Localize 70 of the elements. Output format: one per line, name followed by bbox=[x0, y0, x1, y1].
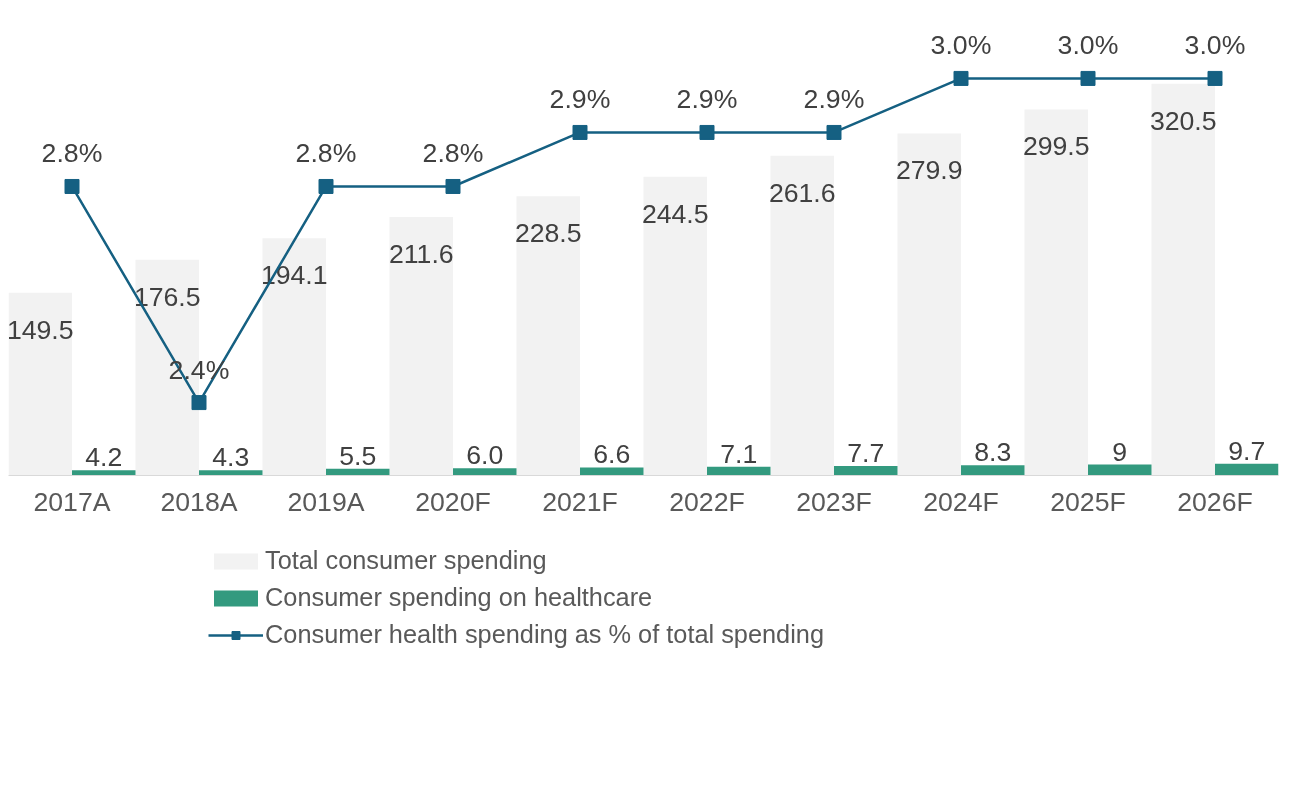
point bbox=[572, 124, 588, 140]
bar bbox=[1215, 463, 1279, 476]
bar bbox=[453, 468, 517, 476]
x-tick-label: 2019A bbox=[287, 486, 365, 517]
bar bbox=[262, 238, 326, 476]
legend-label: Total consumer spending bbox=[265, 546, 547, 575]
bar bbox=[580, 467, 644, 476]
bar bbox=[1151, 83, 1215, 476]
x-tick-label: 2025F bbox=[1050, 486, 1126, 517]
data-label: 7.1 bbox=[720, 438, 758, 469]
point bbox=[699, 124, 715, 140]
data-label: 2.8% bbox=[422, 138, 484, 169]
data-label: 3.0% bbox=[930, 30, 992, 61]
data-label: 261.6 bbox=[768, 177, 836, 208]
bar bbox=[199, 470, 263, 476]
x-tick-label: 2024F bbox=[923, 486, 999, 517]
point bbox=[191, 395, 207, 411]
data-label: 320.5 bbox=[1149, 105, 1217, 136]
data-label: 176.5 bbox=[133, 281, 201, 312]
data-label: 2.9% bbox=[676, 84, 738, 115]
data-label: 3.0% bbox=[1057, 30, 1119, 61]
data-label: 4.2 bbox=[85, 442, 123, 473]
x-tick-label: 2023F bbox=[796, 486, 872, 517]
data-label: 2.9% bbox=[549, 84, 611, 115]
data-label: 244.5 bbox=[641, 198, 709, 229]
bar bbox=[707, 466, 771, 476]
data-label: 279.9 bbox=[895, 155, 963, 186]
data-label: 4.3 bbox=[212, 442, 250, 473]
data-label: 8.3 bbox=[974, 437, 1012, 468]
point bbox=[445, 178, 461, 194]
data-label: 2.9% bbox=[803, 84, 865, 115]
data-label: 2.8% bbox=[295, 138, 357, 169]
point bbox=[64, 178, 80, 194]
legend-label: Consumer health spending as % of total spending bbox=[265, 620, 824, 649]
legend-label: Consumer spending on healthcare bbox=[265, 583, 653, 612]
bar bbox=[1024, 109, 1088, 476]
bar bbox=[643, 176, 707, 476]
data-label: 6.0 bbox=[466, 440, 504, 471]
x-tick-label: 2020F bbox=[415, 486, 491, 517]
bar bbox=[8, 292, 72, 476]
bar bbox=[897, 133, 961, 476]
data-label: 5.5 bbox=[339, 440, 377, 471]
bar bbox=[834, 466, 898, 476]
point bbox=[826, 124, 842, 140]
bar bbox=[326, 468, 390, 476]
data-label: 149.5 bbox=[6, 314, 74, 345]
data-label: 7.7 bbox=[847, 438, 885, 469]
x-tick-label: 2017A bbox=[33, 486, 111, 517]
data-label: 228.5 bbox=[514, 218, 582, 249]
data-label: 9.7 bbox=[1228, 435, 1266, 466]
bar bbox=[1088, 464, 1152, 476]
x-tick-label: 2021F bbox=[542, 486, 618, 517]
point bbox=[1207, 70, 1223, 86]
x-tick-label: 2018A bbox=[160, 486, 238, 517]
data-label: 3.0% bbox=[1184, 30, 1246, 61]
data-label: 6.6 bbox=[593, 439, 631, 470]
point bbox=[318, 178, 334, 194]
data-label: 9 bbox=[1112, 436, 1128, 467]
point bbox=[1080, 70, 1096, 86]
bar bbox=[72, 470, 136, 476]
data-label: 299.5 bbox=[1022, 131, 1090, 162]
data-label: 2.8% bbox=[41, 138, 103, 169]
point bbox=[953, 70, 969, 86]
bar bbox=[961, 465, 1025, 476]
bar bbox=[389, 216, 453, 476]
x-tick-label: 2022F bbox=[669, 486, 745, 517]
bar bbox=[770, 155, 834, 476]
x-tick-label: 2026F bbox=[1177, 486, 1253, 517]
bar bbox=[516, 196, 580, 476]
data-label: 211.6 bbox=[388, 238, 454, 269]
